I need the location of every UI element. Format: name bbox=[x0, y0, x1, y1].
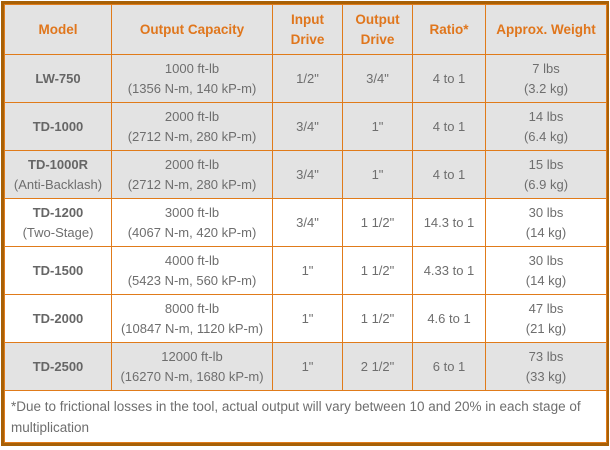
output-capacity-cell: 12000 ft-lb (16270 N-m, 1680 kP-m) bbox=[111, 342, 273, 391]
model-cell: TD-1000R (Anti-Backlash) bbox=[4, 150, 112, 199]
output-capacity-cell: 8000 ft-lb (10847 N-m, 1120 kP-m) bbox=[111, 294, 273, 343]
table-row: TD-1000 2000 ft-lb (2712 N-m, 280 kP-m) 3/4… bbox=[4, 102, 607, 151]
input-drive-cell: 3/4" bbox=[272, 150, 343, 199]
model-cell: TD-1200 (Two-Stage) bbox=[4, 198, 112, 247]
table-row: TD-2500 12000 ft-lb (16270 N-m, 1680 kP-m)… bbox=[4, 342, 607, 391]
output-capacity-cell: 1000 ft-lb (1356 N-m, 140 kP-m) bbox=[111, 54, 273, 103]
approx-weight-cell: 73 lbs (33 kg) bbox=[485, 342, 607, 391]
model-cell: TD-1000 bbox=[4, 102, 112, 151]
output-capacity-cell: 2000 ft-lb (2712 N-m, 280 kP-m) bbox=[111, 150, 273, 199]
spec-table-body: LW-750 1000 ft-lb (1356 N-m, 140 kP-m) 1/2"… bbox=[4, 54, 607, 391]
model-cell: TD-2500 bbox=[4, 342, 112, 391]
col-header-output-capacity: Output Capacity bbox=[111, 4, 273, 55]
col-header-model: Model bbox=[4, 4, 112, 55]
col-header-approx-weight: Approx. Weight bbox=[485, 4, 607, 55]
table-row: TD-1500 4000 ft-lb (5423 N-m, 560 kP-m) 1" 1… bbox=[4, 246, 607, 295]
output-drive-cell: 1" bbox=[342, 150, 413, 199]
ratio-cell: 14.3 to 1 bbox=[412, 198, 486, 247]
output-drive-cell: 2 1/2" bbox=[342, 342, 413, 391]
input-drive-cell: 1/2" bbox=[272, 54, 343, 103]
footnote-text: *Due to frictional losses in the tool, a… bbox=[4, 390, 607, 443]
output-capacity-cell: 3000 ft-lb (4067 N-m, 420 kP-m) bbox=[111, 198, 273, 247]
approx-weight-cell: 15 lbs (6.9 kg) bbox=[485, 150, 607, 199]
ratio-cell: 4.6 to 1 bbox=[412, 294, 486, 343]
approx-weight-cell: 30 lbs (14 kg) bbox=[485, 198, 607, 247]
ratio-cell: 6 to 1 bbox=[412, 342, 486, 391]
input-drive-cell: 3/4" bbox=[272, 198, 343, 247]
approx-weight-cell: 47 lbs (21 kg) bbox=[485, 294, 607, 343]
table-row: LW-750 1000 ft-lb (1356 N-m, 140 kP-m) 1/2"… bbox=[4, 54, 607, 103]
approx-weight-cell: 30 lbs (14 kg) bbox=[485, 246, 607, 295]
ratio-cell: 4.33 to 1 bbox=[412, 246, 486, 295]
input-drive-cell: 1" bbox=[272, 246, 343, 295]
col-header-input-drive: Input Drive bbox=[272, 4, 343, 55]
model-cell: TD-1500 bbox=[4, 246, 112, 295]
input-drive-cell: 3/4" bbox=[272, 102, 343, 151]
output-drive-cell: 1" bbox=[342, 102, 413, 151]
table-row: TD-2000 8000 ft-lb (10847 N-m, 1120 kP-m) 1… bbox=[4, 294, 607, 343]
ratio-cell: 4 to 1 bbox=[412, 150, 486, 199]
col-header-output-drive: Output Drive bbox=[342, 4, 413, 55]
model-cell: TD-2000 bbox=[4, 294, 112, 343]
header-row: Model Output Capacity Input Drive Output… bbox=[4, 4, 607, 55]
output-capacity-cell: 4000 ft-lb (5423 N-m, 560 kP-m) bbox=[111, 246, 273, 295]
output-capacity-cell: 2000 ft-lb (2712 N-m, 280 kP-m) bbox=[111, 102, 273, 151]
approx-weight-cell: 14 lbs (6.4 kg) bbox=[485, 102, 607, 151]
spec-table-footer: *Due to frictional losses in the tool, a… bbox=[4, 390, 607, 443]
table-row: TD-1200 (Two-Stage) 3000 ft-lb (4067 N-m, 4… bbox=[4, 198, 607, 247]
approx-weight-cell: 7 lbs (3.2 kg) bbox=[485, 54, 607, 103]
spec-table: Model Output Capacity Input Drive Output… bbox=[4, 4, 607, 443]
ratio-cell: 4 to 1 bbox=[412, 54, 486, 103]
output-drive-cell: 1 1/2" bbox=[342, 198, 413, 247]
input-drive-cell: 1" bbox=[272, 294, 343, 343]
ratio-cell: 4 to 1 bbox=[412, 102, 486, 151]
input-drive-cell: 1" bbox=[272, 342, 343, 391]
spec-table-header: Model Output Capacity Input Drive Output… bbox=[4, 4, 607, 55]
model-cell: LW-750 bbox=[4, 54, 112, 103]
footnote-row: *Due to frictional losses in the tool, a… bbox=[4, 390, 607, 443]
col-header-ratio: Ratio* bbox=[412, 4, 486, 55]
output-drive-cell: 1 1/2" bbox=[342, 246, 413, 295]
table-row: TD-1000R (Anti-Backlash) 2000 ft-lb (2712 N… bbox=[4, 150, 607, 199]
output-drive-cell: 1 1/2" bbox=[342, 294, 413, 343]
output-drive-cell: 3/4" bbox=[342, 54, 413, 103]
